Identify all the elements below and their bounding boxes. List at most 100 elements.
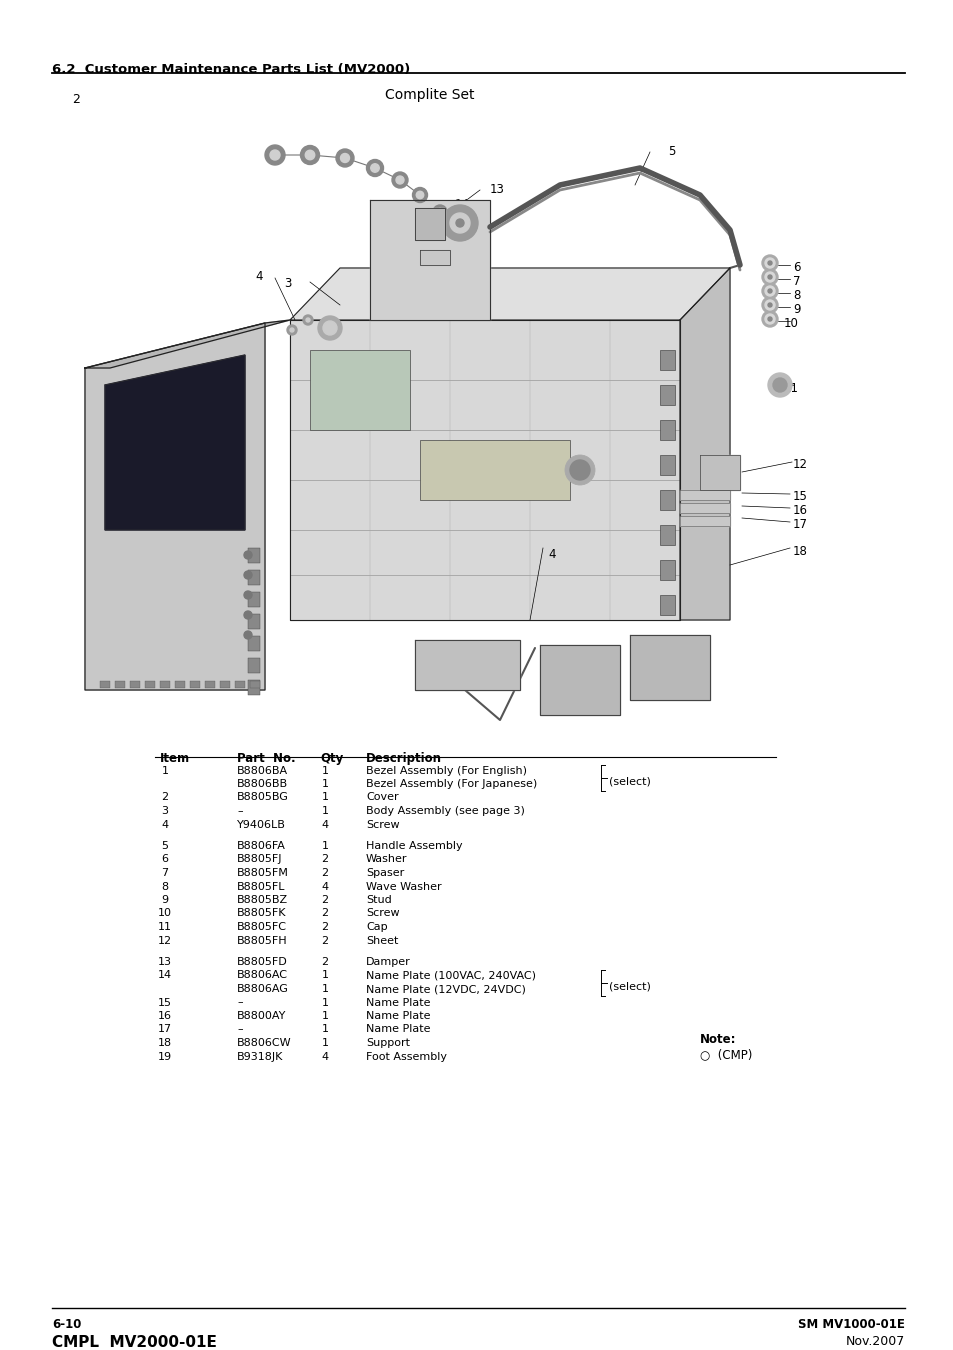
Text: B8806BB: B8806BB bbox=[236, 779, 288, 788]
Text: Screw: Screw bbox=[366, 819, 399, 829]
Text: 13: 13 bbox=[158, 957, 172, 967]
Text: 1: 1 bbox=[321, 806, 328, 815]
Text: Screw: Screw bbox=[366, 909, 399, 918]
Text: Name Plate: Name Plate bbox=[366, 1025, 430, 1034]
Text: Name Plate (12VDC, 24VDC): Name Plate (12VDC, 24VDC) bbox=[366, 984, 525, 994]
Circle shape bbox=[456, 219, 463, 227]
Circle shape bbox=[244, 630, 252, 639]
Text: 12: 12 bbox=[792, 458, 807, 471]
FancyBboxPatch shape bbox=[248, 570, 260, 585]
Text: 19: 19 bbox=[158, 1052, 172, 1061]
FancyBboxPatch shape bbox=[145, 680, 154, 688]
Text: 1: 1 bbox=[321, 1011, 328, 1021]
Text: 11: 11 bbox=[783, 382, 799, 396]
Circle shape bbox=[761, 284, 778, 298]
Text: SM MV1000-01E: SM MV1000-01E bbox=[798, 1318, 904, 1331]
Text: 1: 1 bbox=[321, 779, 328, 788]
Text: 14: 14 bbox=[455, 198, 470, 211]
Text: 2: 2 bbox=[71, 93, 80, 107]
Text: 5: 5 bbox=[161, 841, 169, 850]
FancyBboxPatch shape bbox=[659, 455, 675, 475]
Circle shape bbox=[290, 328, 294, 332]
Circle shape bbox=[317, 316, 341, 340]
Text: 15: 15 bbox=[158, 998, 172, 1007]
Text: 3: 3 bbox=[161, 806, 169, 815]
Text: 2: 2 bbox=[321, 909, 328, 918]
Text: B8806BA: B8806BA bbox=[236, 765, 288, 775]
Text: Name Plate (100VAC, 240VAC): Name Plate (100VAC, 240VAC) bbox=[366, 971, 536, 980]
Text: 17: 17 bbox=[158, 1025, 172, 1034]
Text: 19: 19 bbox=[664, 637, 679, 649]
Text: 9: 9 bbox=[161, 895, 169, 905]
Text: 18: 18 bbox=[792, 545, 807, 558]
FancyBboxPatch shape bbox=[310, 350, 410, 431]
Circle shape bbox=[270, 150, 280, 161]
FancyBboxPatch shape bbox=[659, 525, 675, 545]
Circle shape bbox=[305, 150, 314, 159]
Text: 1: 1 bbox=[321, 841, 328, 850]
Text: 10: 10 bbox=[783, 317, 798, 329]
FancyBboxPatch shape bbox=[160, 680, 170, 688]
Circle shape bbox=[300, 146, 319, 165]
Text: B8805FL: B8805FL bbox=[236, 882, 285, 891]
Text: Stud: Stud bbox=[366, 895, 392, 905]
FancyBboxPatch shape bbox=[190, 680, 200, 688]
Text: 2: 2 bbox=[148, 668, 155, 680]
Circle shape bbox=[416, 192, 423, 198]
Circle shape bbox=[412, 188, 427, 202]
Polygon shape bbox=[629, 634, 709, 701]
Text: 11: 11 bbox=[158, 922, 172, 931]
Text: 1: 1 bbox=[87, 396, 94, 408]
Text: B8805FJ: B8805FJ bbox=[236, 855, 282, 864]
Circle shape bbox=[340, 154, 349, 162]
Text: 4: 4 bbox=[321, 819, 328, 829]
Circle shape bbox=[323, 321, 336, 335]
Text: B8806CW: B8806CW bbox=[236, 1038, 292, 1048]
Text: 1: 1 bbox=[321, 1038, 328, 1048]
Circle shape bbox=[303, 315, 313, 325]
Text: 16: 16 bbox=[792, 504, 807, 517]
Polygon shape bbox=[679, 269, 729, 620]
Polygon shape bbox=[415, 640, 519, 690]
Text: 14: 14 bbox=[158, 971, 172, 980]
Circle shape bbox=[564, 455, 595, 485]
Text: B8806FA: B8806FA bbox=[236, 841, 286, 850]
Text: 7: 7 bbox=[161, 868, 169, 878]
Text: Bezel Assembly (For Japanese): Bezel Assembly (For Japanese) bbox=[366, 779, 537, 788]
FancyBboxPatch shape bbox=[248, 548, 260, 563]
Text: Nov.2007: Nov.2007 bbox=[845, 1335, 904, 1349]
Text: Bezel Assembly (For English): Bezel Assembly (For English) bbox=[366, 765, 526, 775]
Text: 6.2  Customer Maintenance Parts List (MV2000): 6.2 Customer Maintenance Parts List (MV2… bbox=[52, 63, 410, 76]
FancyBboxPatch shape bbox=[659, 595, 675, 616]
Text: 8: 8 bbox=[161, 882, 169, 891]
Text: 1: 1 bbox=[161, 765, 169, 775]
Circle shape bbox=[335, 148, 354, 167]
Text: 17: 17 bbox=[792, 518, 807, 531]
Polygon shape bbox=[679, 516, 729, 526]
FancyBboxPatch shape bbox=[220, 680, 230, 688]
Text: 4: 4 bbox=[254, 270, 262, 284]
Circle shape bbox=[764, 286, 774, 296]
Polygon shape bbox=[419, 250, 450, 265]
FancyBboxPatch shape bbox=[248, 680, 260, 695]
Text: –: – bbox=[236, 806, 242, 815]
Text: 7: 7 bbox=[792, 275, 800, 288]
Circle shape bbox=[287, 325, 296, 335]
Text: Y9406LB: Y9406LB bbox=[236, 819, 286, 829]
FancyBboxPatch shape bbox=[659, 560, 675, 580]
Circle shape bbox=[767, 302, 771, 306]
Text: B8805BZ: B8805BZ bbox=[236, 895, 288, 905]
Polygon shape bbox=[415, 208, 444, 240]
Text: Spaser: Spaser bbox=[366, 868, 404, 878]
Text: 13: 13 bbox=[490, 184, 504, 196]
Circle shape bbox=[441, 205, 477, 242]
Text: Wave Washer: Wave Washer bbox=[366, 882, 441, 891]
Text: Cap: Cap bbox=[366, 922, 387, 931]
Text: Note:: Note: bbox=[700, 1033, 736, 1046]
Polygon shape bbox=[105, 355, 245, 531]
Text: 2: 2 bbox=[161, 792, 169, 802]
Circle shape bbox=[366, 159, 383, 177]
Circle shape bbox=[767, 373, 791, 397]
Polygon shape bbox=[85, 320, 290, 369]
FancyBboxPatch shape bbox=[248, 636, 260, 651]
